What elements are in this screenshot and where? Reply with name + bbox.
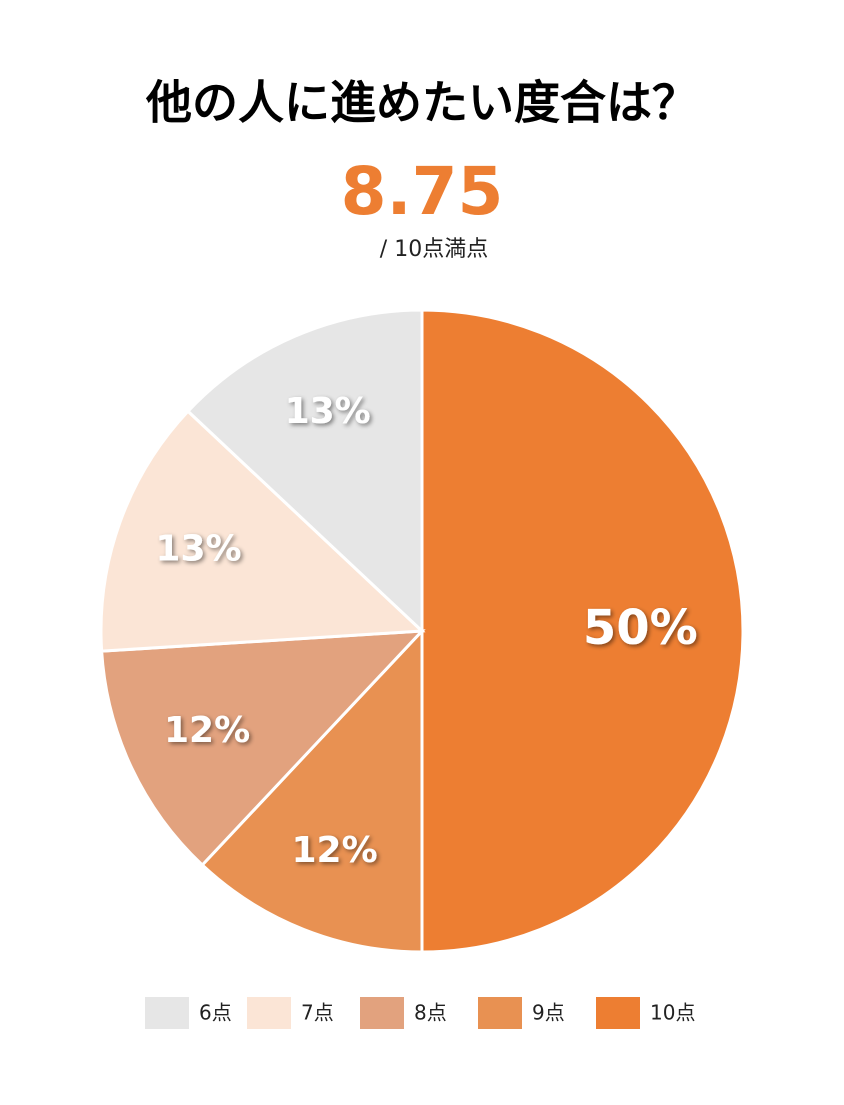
data-label: 13% [285,391,371,432]
pie-slice [200,627,424,954]
legend-label: 7点 [301,1001,334,1025]
data-label: 50% [583,600,698,656]
pie-slice [185,308,424,635]
legend-swatch [145,997,189,1029]
score-note: / 10点満点 [380,237,488,262]
legend-swatch [478,997,522,1029]
score: 8.75 [341,153,504,230]
pie-slice [100,629,426,868]
data-label: 13% [155,529,241,570]
legend-label: 8点 [414,1001,447,1025]
legend-label: 9点 [532,1001,565,1025]
pie-slice [420,308,745,954]
chart-title: 他の人に進めたい度合は？ [145,76,698,130]
legend-label: 6点 [199,1001,232,1025]
data-label: 12% [291,830,377,871]
legend-swatch [596,997,640,1029]
legend-label: 10点 [650,1001,695,1025]
legend-swatch [247,997,291,1029]
data-label: 12% [164,710,250,751]
pie-slice [99,409,426,653]
legend-swatch [360,997,404,1029]
